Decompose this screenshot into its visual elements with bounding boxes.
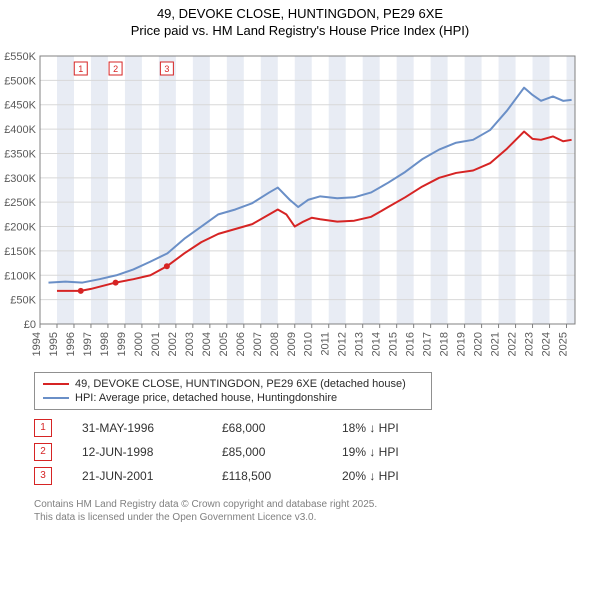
svg-text:2001: 2001 — [150, 332, 162, 356]
svg-text:£50K: £50K — [10, 294, 36, 306]
sale-date: 21-JUN-2001 — [82, 469, 192, 483]
svg-text:2010: 2010 — [303, 332, 315, 356]
svg-text:£200K: £200K — [4, 221, 36, 233]
svg-text:1999: 1999 — [116, 332, 128, 356]
line-chart: £0 £50K £100K £150K £200K £250K £300K £350K £400… — [0, 46, 580, 366]
svg-text:£550K: £550K — [4, 51, 36, 63]
chart-container: 49, DEVOKE CLOSE, HUNTINGDON, PE29 6XE P… — [0, 0, 600, 590]
svg-text:1994: 1994 — [31, 332, 43, 356]
svg-text:£0: £0 — [24, 319, 36, 331]
svg-text:2014: 2014 — [371, 332, 383, 356]
svg-text:1996: 1996 — [65, 332, 77, 356]
svg-text:2020: 2020 — [473, 332, 485, 356]
sale-delta: 19% ↓ HPI — [342, 445, 442, 459]
svg-text:£150K: £150K — [4, 246, 36, 258]
title-line-2: Price paid vs. HM Land Registry's House … — [0, 23, 600, 40]
footnote-line: This data is licensed under the Open Gov… — [34, 511, 564, 524]
svg-text:2018: 2018 — [439, 332, 451, 356]
svg-text:2000: 2000 — [133, 332, 145, 356]
footnote: Contains HM Land Registry data © Crown c… — [34, 498, 564, 524]
sales-table: 1 31-MAY-1996 £68,000 18% ↓ HPI 2 12-JUN-1998… — [34, 416, 600, 488]
legend-label: HPI: Average price, detached house, Hunt… — [75, 392, 337, 404]
svg-text:2019: 2019 — [456, 332, 468, 356]
footnote-line: Contains HM Land Registry data © Crown c… — [34, 498, 564, 511]
sale-date: 31-MAY-1996 — [82, 421, 192, 435]
sale-delta: 20% ↓ HPI — [342, 469, 442, 483]
sales-row: 3 21-JUN-2001 £118,500 20% ↓ HPI — [34, 464, 600, 488]
svg-text:1998: 1998 — [99, 332, 111, 356]
svg-text:2002: 2002 — [167, 332, 179, 356]
svg-text:£250K: £250K — [4, 197, 36, 209]
legend-swatch — [43, 383, 69, 385]
svg-text:£350K: £350K — [4, 148, 36, 160]
marker-badge: 3 — [34, 467, 52, 485]
svg-text:2023: 2023 — [524, 332, 536, 356]
legend-label: 49, DEVOKE CLOSE, HUNTINGDON, PE29 6XE (… — [75, 378, 406, 390]
svg-text:2021: 2021 — [490, 332, 502, 356]
svg-text:2012: 2012 — [337, 332, 349, 356]
svg-text:2009: 2009 — [286, 332, 298, 356]
svg-text:£400K: £400K — [4, 124, 36, 136]
svg-text:£300K: £300K — [4, 173, 36, 185]
title-block: 49, DEVOKE CLOSE, HUNTINGDON, PE29 6XE P… — [0, 0, 600, 42]
svg-text:2013: 2013 — [354, 332, 366, 356]
sale-price: £85,000 — [222, 445, 312, 459]
sales-row: 1 31-MAY-1996 £68,000 18% ↓ HPI — [34, 416, 600, 440]
svg-text:£450K: £450K — [4, 100, 36, 112]
svg-text:2004: 2004 — [201, 332, 213, 356]
svg-text:2016: 2016 — [405, 332, 417, 356]
legend-row: 49, DEVOKE CLOSE, HUNTINGDON, PE29 6XE (… — [43, 377, 423, 391]
title-line-1: 49, DEVOKE CLOSE, HUNTINGDON, PE29 6XE — [0, 6, 600, 23]
legend-swatch — [43, 397, 69, 399]
svg-text:2007: 2007 — [252, 332, 264, 356]
chart-area: £0 £50K £100K £150K £200K £250K £300K £350K £400… — [0, 46, 600, 366]
marker-badge: 2 — [34, 443, 52, 461]
svg-text:£100K: £100K — [4, 270, 36, 282]
sales-row: 2 12-JUN-1998 £85,000 19% ↓ HPI — [34, 440, 600, 464]
svg-text:1: 1 — [78, 64, 83, 74]
svg-text:2011: 2011 — [320, 332, 332, 356]
marker-badge: 1 — [34, 419, 52, 437]
sale-price: £68,000 — [222, 421, 312, 435]
svg-text:2024: 2024 — [541, 332, 553, 356]
svg-text:2006: 2006 — [235, 332, 247, 356]
svg-text:2025: 2025 — [558, 332, 570, 356]
svg-text:2022: 2022 — [507, 332, 519, 356]
svg-text:2008: 2008 — [269, 332, 281, 356]
sale-date: 12-JUN-1998 — [82, 445, 192, 459]
svg-text:2015: 2015 — [388, 332, 400, 356]
sale-price: £118,500 — [222, 469, 312, 483]
legend: 49, DEVOKE CLOSE, HUNTINGDON, PE29 6XE (… — [34, 372, 432, 410]
svg-text:2017: 2017 — [422, 332, 434, 356]
svg-text:2005: 2005 — [218, 332, 230, 356]
svg-text:£500K: £500K — [4, 75, 36, 87]
svg-text:3: 3 — [164, 64, 169, 74]
svg-text:1997: 1997 — [82, 332, 94, 356]
svg-text:2: 2 — [113, 64, 118, 74]
svg-text:1995: 1995 — [48, 332, 60, 356]
legend-row: HPI: Average price, detached house, Hunt… — [43, 391, 423, 405]
sale-delta: 18% ↓ HPI — [342, 421, 442, 435]
svg-text:2003: 2003 — [184, 332, 196, 356]
